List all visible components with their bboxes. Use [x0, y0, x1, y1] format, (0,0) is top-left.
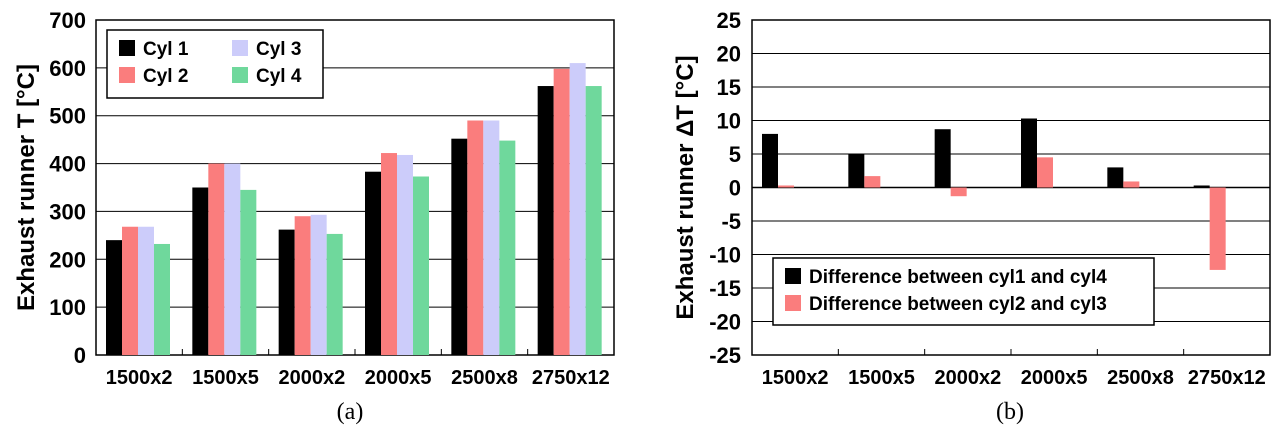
y-tick-label: -5: [721, 209, 741, 234]
bar: [848, 154, 865, 188]
bar: [326, 233, 343, 355]
y-tick-label: -25: [709, 343, 741, 368]
y-tick-label: 15: [717, 75, 741, 100]
bar: [585, 86, 602, 356]
legend-box: [106, 29, 324, 99]
legend-label: Cyl 3: [256, 39, 301, 60]
bar: [499, 140, 516, 355]
y-tick-label: 200: [49, 247, 86, 272]
y-axis-title: Exhaust runner ΔT [°C]: [672, 55, 699, 319]
x-tick-label: 2750x12: [1188, 367, 1266, 389]
x-tick-label: 1500x5: [848, 367, 915, 389]
y-tick-label: 500: [49, 104, 86, 129]
x-tick-label: 2750x12: [532, 367, 610, 389]
bar: [1209, 187, 1226, 270]
bar: [553, 68, 570, 356]
bar: [122, 226, 138, 355]
legend-swatch: [119, 40, 135, 56]
y-tick-label: 700: [49, 8, 86, 33]
bar: [365, 171, 381, 355]
bar: [537, 86, 554, 356]
y-tick-label: 100: [49, 295, 86, 320]
bar: [397, 154, 413, 355]
legend-label: Cyl 4: [256, 66, 302, 87]
legend-label: Cyl 2: [143, 66, 188, 87]
bar: [413, 176, 429, 355]
y-tick-label: 0: [74, 343, 86, 368]
bar: [138, 226, 154, 355]
bar: [451, 138, 468, 355]
y-tick-label: -20: [709, 310, 741, 335]
bar: [483, 120, 500, 355]
legend-label: Difference between cyl1 and cyl4: [809, 267, 1107, 288]
legend-label: Cyl 1: [143, 39, 189, 60]
bar: [934, 129, 951, 188]
x-tick-label: 2000x2: [934, 367, 1001, 389]
bar: [1123, 181, 1140, 188]
x-tick-label: 2000x5: [365, 367, 432, 389]
bar: [240, 189, 257, 355]
x-tick-label: 2500x8: [451, 367, 518, 389]
y-tick-label: -10: [709, 243, 741, 268]
y-tick-label: 0: [729, 176, 741, 201]
bar: [467, 120, 484, 355]
bar: [381, 153, 397, 355]
bar: [950, 187, 967, 197]
legend-swatch: [785, 295, 801, 311]
bar: [192, 187, 209, 355]
x-tick-label: 1500x5: [192, 367, 259, 389]
x-tick-label: 1500x2: [762, 367, 829, 389]
bar: [778, 185, 794, 188]
chart-caption: (b): [996, 399, 1024, 425]
bar: [1193, 185, 1210, 188]
bar: [224, 163, 241, 355]
bar: [278, 229, 295, 355]
y-tick-label: 20: [717, 42, 741, 67]
y-tick-label: -15: [709, 276, 741, 301]
bar: [569, 63, 586, 355]
bar: [106, 240, 122, 355]
legend-swatch: [232, 67, 248, 83]
legend-swatch: [232, 40, 248, 56]
bar: [294, 216, 311, 355]
y-tick-label: 300: [49, 199, 86, 224]
x-tick-label: 2000x5: [1021, 367, 1088, 389]
x-tick-label: 1500x2: [106, 367, 173, 389]
legend-label: Difference between cyl2 and cyl3: [809, 294, 1107, 315]
bar: [310, 214, 327, 355]
bar: [1037, 157, 1053, 188]
y-tick-label: 400: [49, 152, 86, 177]
bar: [1021, 118, 1037, 188]
bar: [154, 243, 170, 355]
y-axis-title: Exhaust runner T [°C]: [13, 64, 40, 311]
legend-swatch: [119, 67, 135, 83]
x-tick-label: 2000x2: [278, 367, 345, 389]
bar: [864, 176, 881, 188]
y-tick-label: 10: [717, 109, 741, 134]
y-tick-label: 5: [729, 142, 741, 167]
bar: [762, 133, 778, 188]
y-tick-label: 25: [717, 8, 741, 33]
bar: [1107, 167, 1124, 188]
x-tick-label: 2500x8: [1107, 367, 1174, 389]
bar: [208, 163, 225, 355]
y-tick-label: 600: [49, 56, 86, 81]
legend-box: [772, 257, 1155, 326]
legend-swatch: [785, 268, 801, 284]
chart-caption: (a): [337, 399, 364, 425]
